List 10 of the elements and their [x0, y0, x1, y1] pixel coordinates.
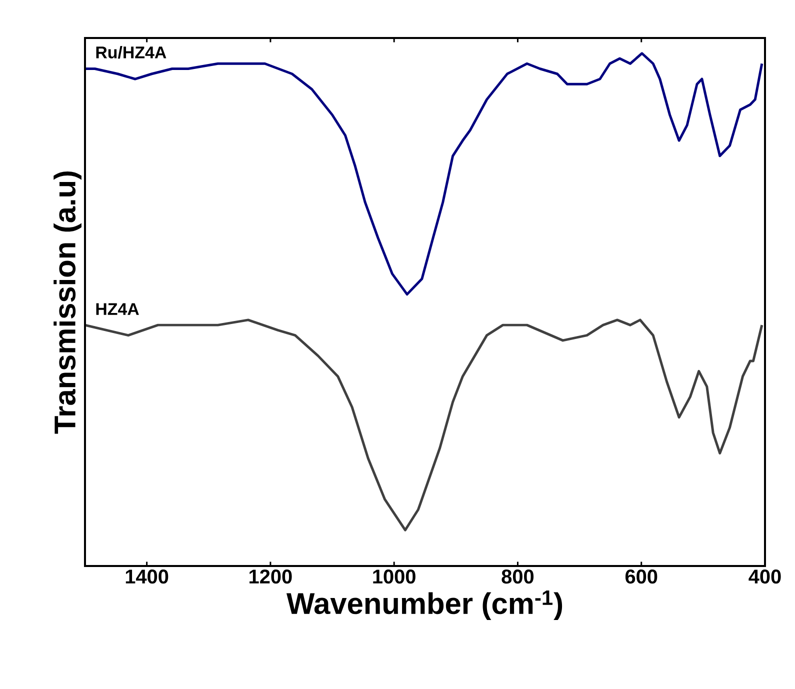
x-tick-label: 400	[748, 570, 781, 584]
x-tick-label: 600	[625, 570, 658, 584]
x-tick-label: 1000	[373, 570, 416, 584]
x-tick-label: 1200	[250, 570, 292, 584]
x-tick-label: 1400	[126, 570, 168, 584]
series-label: Ru/HZ4A	[96, 46, 166, 59]
x-axis-title: Wavenumber (cm$^{-1}$)	[286, 590, 562, 620]
y-axis-title: Transmission (a.u)	[54, 171, 82, 434]
series-label: HZ4A	[96, 303, 139, 315]
x-tick-label: 800	[502, 570, 534, 584]
